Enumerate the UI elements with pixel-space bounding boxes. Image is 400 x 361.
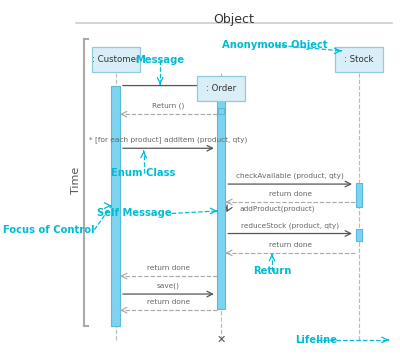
Text: Return (): Return () <box>152 103 184 109</box>
FancyBboxPatch shape <box>335 47 383 72</box>
Text: checkAvailable (product, qty): checkAvailable (product, qty) <box>236 173 344 179</box>
FancyBboxPatch shape <box>197 75 245 101</box>
Bar <box>217 87 224 309</box>
Text: return done: return done <box>268 191 312 197</box>
Bar <box>112 86 120 326</box>
Text: return done: return done <box>147 299 190 305</box>
Text: Self Message: Self Message <box>97 208 172 218</box>
Text: : Stock: : Stock <box>344 55 374 64</box>
Text: Message: Message <box>136 55 185 65</box>
Text: Focus of Control: Focus of Control <box>3 225 94 235</box>
Bar <box>356 229 362 241</box>
Text: return done: return done <box>268 242 312 248</box>
Bar <box>356 183 362 207</box>
Text: addProduct(product): addProduct(product) <box>239 206 315 212</box>
Text: ✕: ✕ <box>216 335 226 345</box>
Text: : Order: : Order <box>206 84 236 93</box>
Text: Return: Return <box>253 266 291 276</box>
Text: : Customer: : Customer <box>92 55 140 64</box>
Text: Lifeline: Lifeline <box>295 335 337 345</box>
Text: Anonymous Object: Anonymous Object <box>222 40 328 50</box>
Text: save(): save() <box>157 283 180 289</box>
Bar <box>218 108 224 114</box>
Text: Object: Object <box>214 13 254 26</box>
FancyBboxPatch shape <box>92 47 140 72</box>
Text: * [for each product] addItem (product, qty): * [for each product] addItem (product, q… <box>89 136 248 143</box>
Text: Time: Time <box>70 167 80 194</box>
Text: reduceStock (product, qty): reduceStock (product, qty) <box>241 222 339 229</box>
Text: Enum Class: Enum Class <box>112 168 176 178</box>
Text: return done: return done <box>147 265 190 271</box>
